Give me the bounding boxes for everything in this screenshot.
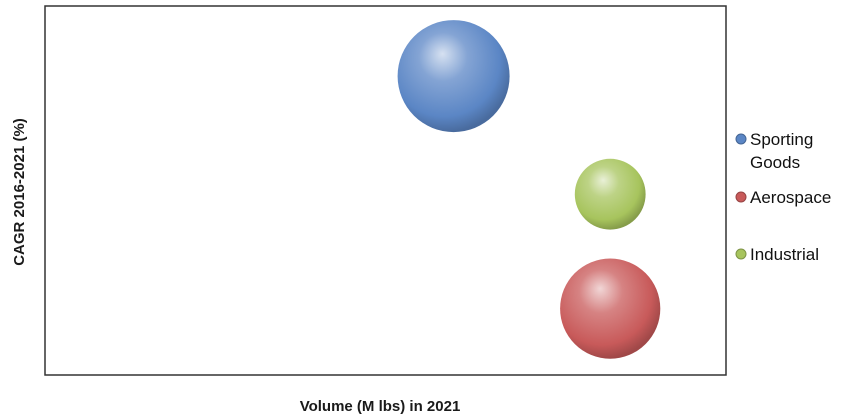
legend-item-aerospace[interactable]: Aerospace — [735, 188, 831, 207]
x-axis-title: Volume (M lbs) in 2021 — [300, 398, 461, 415]
legend-label-sporting-goods-line1: Sporting — [750, 130, 813, 149]
y-axis-title: CAGR 2016-2021 (%) — [11, 118, 28, 266]
legend-item-industrial[interactable]: Industrial — [735, 245, 819, 264]
legend-label-aerospace: Aerospace — [750, 188, 831, 207]
legend-marker-sporting-goods — [735, 133, 747, 145]
bubble-sporting-goods[interactable] — [397, 20, 510, 133]
legend-marker-industrial — [735, 248, 747, 260]
bubble-aerospace[interactable] — [560, 258, 661, 359]
legend: Sporting Goods Aerospace Industrial — [735, 130, 831, 264]
legend-label-sporting-goods-line2: Goods — [750, 153, 800, 172]
legend-label-industrial: Industrial — [750, 245, 819, 264]
bubble-industrial[interactable] — [574, 158, 646, 230]
legend-item-sporting-goods[interactable]: Sporting Goods — [735, 130, 813, 172]
bubbles-layer — [397, 20, 661, 359]
legend-marker-aerospace — [735, 191, 747, 203]
